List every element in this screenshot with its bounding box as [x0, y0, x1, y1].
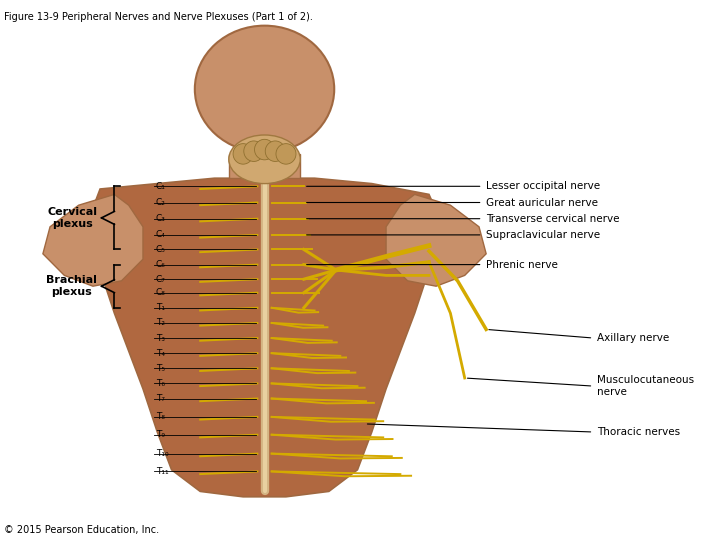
- Text: T₈: T₈: [156, 413, 165, 421]
- Polygon shape: [43, 194, 143, 286]
- Ellipse shape: [195, 25, 334, 152]
- Text: C₆: C₆: [156, 260, 166, 269]
- Text: C₅: C₅: [156, 245, 166, 254]
- Text: T₇: T₇: [156, 394, 165, 403]
- Text: Supraclavicular nerve: Supraclavicular nerve: [486, 230, 600, 240]
- Text: Lesser occipital nerve: Lesser occipital nerve: [486, 181, 600, 191]
- Text: T₁: T₁: [156, 303, 165, 312]
- Text: C₃: C₃: [156, 214, 166, 223]
- Text: T₉: T₉: [156, 430, 165, 439]
- Ellipse shape: [229, 135, 300, 184]
- Text: Phrenic nerve: Phrenic nerve: [486, 260, 558, 269]
- Ellipse shape: [276, 144, 296, 164]
- Polygon shape: [229, 154, 300, 178]
- Polygon shape: [386, 194, 486, 286]
- Text: T₃: T₃: [156, 334, 165, 342]
- Text: T₄: T₄: [156, 349, 165, 357]
- Text: © 2015 Pearson Education, Inc.: © 2015 Pearson Education, Inc.: [4, 524, 158, 535]
- Ellipse shape: [265, 141, 285, 161]
- Text: C₄: C₄: [156, 231, 166, 239]
- Text: Transverse cervical nerve: Transverse cervical nerve: [486, 214, 620, 224]
- Text: T₆: T₆: [156, 379, 165, 388]
- Text: T₅: T₅: [156, 364, 165, 373]
- Text: Musculocutaneous
nerve: Musculocutaneous nerve: [597, 375, 694, 397]
- Text: C₇: C₇: [156, 275, 166, 284]
- Text: T₁₁: T₁₁: [156, 467, 168, 476]
- Text: Great auricular nerve: Great auricular nerve: [486, 198, 598, 207]
- Text: Cervical
plexus: Cervical plexus: [48, 207, 97, 229]
- Ellipse shape: [244, 141, 264, 161]
- Text: T₁₀: T₁₀: [156, 449, 168, 458]
- Text: Thoracic nerves: Thoracic nerves: [597, 427, 680, 437]
- Ellipse shape: [255, 139, 274, 160]
- Polygon shape: [86, 178, 444, 497]
- Text: Axillary nerve: Axillary nerve: [597, 333, 669, 343]
- Text: C₂: C₂: [156, 198, 166, 207]
- Text: Brachial
plexus: Brachial plexus: [46, 275, 97, 297]
- Text: T₂: T₂: [156, 319, 165, 327]
- Text: C₈: C₈: [156, 288, 166, 297]
- Text: Figure 13-9 Peripheral Nerves and Nerve Plexuses (Part 1 of 2).: Figure 13-9 Peripheral Nerves and Nerve …: [4, 12, 312, 22]
- Ellipse shape: [233, 144, 253, 164]
- Text: C₁: C₁: [156, 182, 166, 191]
